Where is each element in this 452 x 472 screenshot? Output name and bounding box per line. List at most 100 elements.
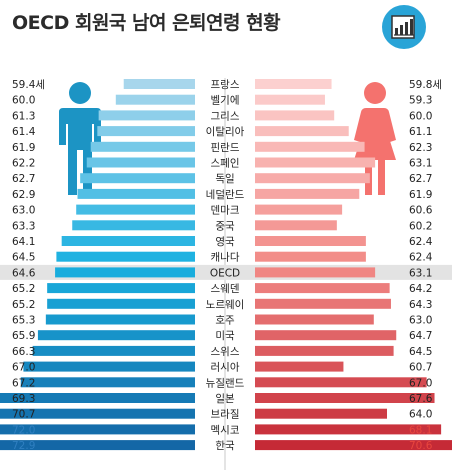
male-value-label: 65.2 bbox=[12, 283, 35, 295]
female-bar bbox=[255, 424, 442, 435]
country-label: 그리스 bbox=[211, 110, 240, 122]
country-label: 독일 bbox=[215, 172, 234, 185]
female-value-label: 63.1 bbox=[409, 267, 432, 279]
male-value-label: 65.9 bbox=[12, 330, 35, 342]
country-label: 한국 bbox=[215, 440, 235, 452]
female-bar bbox=[255, 408, 387, 419]
male-bar bbox=[47, 283, 195, 294]
male-value-label: 61.9 bbox=[12, 142, 35, 154]
female-value-label: 64.2 bbox=[409, 283, 432, 295]
female-value-label: 59.8세 bbox=[409, 79, 442, 91]
female-bar bbox=[255, 204, 343, 215]
male-value-label: 63.3 bbox=[12, 220, 35, 232]
male-value-label: 64.6 bbox=[12, 267, 36, 279]
male-bar bbox=[123, 79, 195, 89]
female-bar bbox=[255, 283, 390, 294]
female-value-label: 60.6 bbox=[409, 205, 433, 217]
female-value-label: 61.9 bbox=[409, 189, 432, 201]
country-label: 중국 bbox=[215, 220, 235, 232]
male-bar bbox=[45, 314, 196, 325]
female-bar bbox=[255, 94, 325, 105]
male-value-label: 62.2 bbox=[12, 158, 35, 170]
country-label: 벨기에 bbox=[211, 95, 240, 107]
male-bar bbox=[80, 173, 195, 184]
female-value-label: 68.1 bbox=[409, 424, 432, 436]
country-label: 미국 bbox=[215, 330, 235, 342]
male-value-label: 62.7 bbox=[12, 173, 35, 185]
male-bar bbox=[0, 424, 196, 435]
female-value-label: 61.1 bbox=[409, 126, 432, 138]
female-bar bbox=[255, 314, 374, 325]
country-label: 캐나다 bbox=[211, 252, 240, 264]
male-bar bbox=[23, 361, 196, 372]
male-bar bbox=[90, 141, 195, 152]
female-bar bbox=[255, 251, 366, 262]
female-bar bbox=[255, 157, 376, 168]
female-bar bbox=[255, 110, 335, 121]
male-bar bbox=[98, 110, 195, 121]
female-bar bbox=[255, 188, 360, 199]
male-bar bbox=[76, 204, 195, 215]
female-bar bbox=[255, 126, 349, 137]
female-bar bbox=[255, 361, 344, 372]
male-value-label: 63.0 bbox=[12, 205, 35, 217]
male-bar bbox=[47, 298, 195, 309]
male-bar bbox=[0, 408, 196, 419]
male-bar bbox=[55, 267, 195, 278]
male-bar bbox=[77, 188, 195, 199]
bar-chart-icon bbox=[382, 5, 426, 49]
male-bar bbox=[61, 236, 196, 246]
female-bar bbox=[255, 141, 365, 152]
male-value-label: 69.3 bbox=[12, 393, 35, 405]
female-bar bbox=[255, 440, 452, 451]
female-bar bbox=[255, 345, 394, 356]
country-label: 노르웨이 bbox=[206, 299, 245, 311]
male-value-label: 70.7 bbox=[12, 409, 35, 421]
male-value-label: 62.9 bbox=[12, 189, 35, 201]
country-label: 영국 bbox=[215, 236, 235, 248]
female-value-label: 62.4 bbox=[409, 252, 433, 264]
female-value-label: 60.0 bbox=[409, 110, 432, 122]
female-bar bbox=[255, 298, 391, 309]
female-value-label: 63.1 bbox=[409, 158, 432, 170]
country-label: 뉴질랜드 bbox=[206, 377, 245, 389]
country-label: 멕시코 bbox=[211, 424, 240, 436]
female-bar bbox=[255, 79, 332, 89]
female-bar bbox=[255, 267, 376, 278]
male-bar bbox=[0, 440, 195, 451]
female-value-label: 67.6 bbox=[409, 393, 433, 405]
male-bar bbox=[72, 220, 195, 231]
female-value-label: 59.3 bbox=[409, 95, 432, 107]
country-label: 프랑스 bbox=[211, 79, 240, 91]
male-value-label: 59.4세 bbox=[12, 79, 45, 91]
female-value-label: 67.0 bbox=[409, 377, 432, 389]
female-value-label: 63.0 bbox=[409, 315, 432, 327]
country-label: 호주 bbox=[215, 315, 235, 327]
country-label: OECD bbox=[210, 267, 240, 279]
female-value-label: 64.7 bbox=[409, 330, 432, 342]
female-value-label: 64.3 bbox=[409, 299, 432, 311]
chart-title: OECD 회원국 남여 은퇴연령 현황 bbox=[12, 12, 281, 34]
country-label: 스웨덴 bbox=[211, 283, 240, 295]
male-value-label: 67.2 bbox=[12, 377, 35, 389]
country-label: 핀란드 bbox=[211, 142, 240, 154]
female-value-label: 60.2 bbox=[409, 220, 432, 232]
female-bar bbox=[255, 236, 366, 246]
male-value-label: 61.4 bbox=[12, 126, 36, 138]
male-bar bbox=[32, 345, 195, 356]
male-value-label: 66.3 bbox=[12, 346, 35, 358]
male-value-label: 60.0 bbox=[12, 95, 35, 107]
female-value-label: 64.0 bbox=[409, 409, 432, 421]
female-bar bbox=[255, 330, 397, 341]
male-value-label: 72.9 bbox=[12, 440, 35, 452]
country-label: 이탈리아 bbox=[206, 125, 245, 138]
female-bar bbox=[255, 220, 337, 231]
male-value-label: 61.3 bbox=[12, 110, 35, 122]
male-bar bbox=[56, 251, 196, 262]
male-bar bbox=[20, 377, 196, 388]
female-value-label: 70.6 bbox=[409, 440, 433, 452]
country-label: 덴마크 bbox=[211, 205, 240, 217]
female-bar bbox=[255, 393, 435, 403]
country-label: 스페인 bbox=[211, 158, 240, 170]
